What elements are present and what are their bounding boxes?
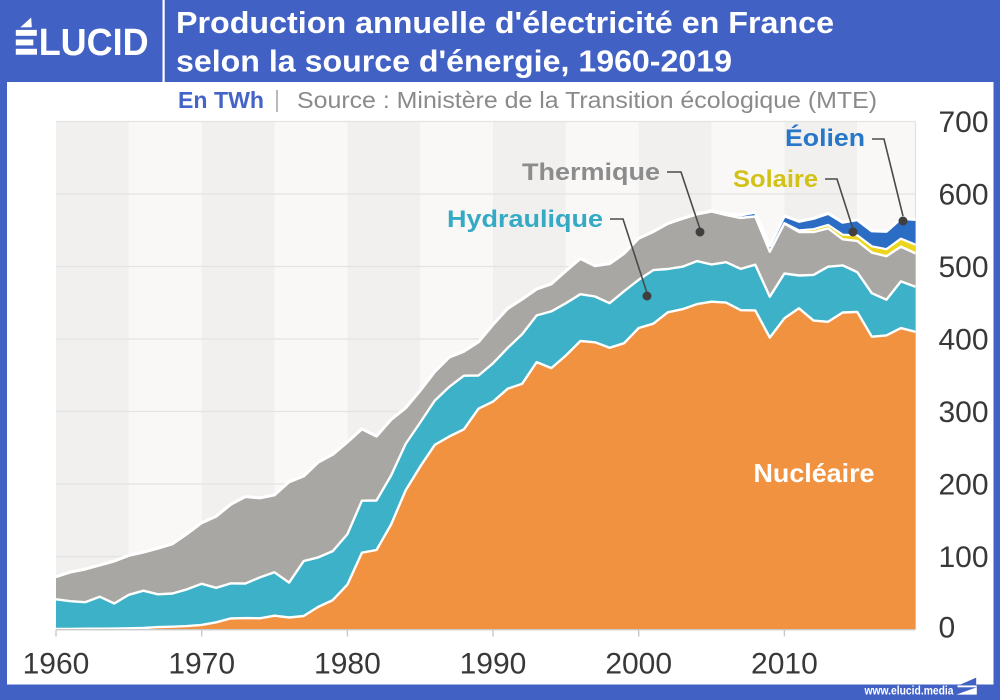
svg-text:Hydraulique: Hydraulique	[447, 206, 603, 233]
svg-text:Éolien: Éolien	[785, 124, 865, 152]
svg-text:Nucléaire: Nucléaire	[754, 458, 875, 488]
svg-text:600: 600	[939, 178, 989, 211]
svg-text:Production annuelle d'électric: Production annuelle d'électricité en Fra…	[176, 5, 834, 40]
svg-text:200: 200	[939, 468, 989, 501]
svg-text:1970: 1970	[168, 648, 235, 681]
svg-text:En TWh: En TWh	[178, 87, 264, 113]
svg-text:LUCID: LUCID	[39, 22, 149, 64]
svg-text:Thermique: Thermique	[522, 159, 660, 186]
svg-text:2000: 2000	[605, 648, 672, 681]
svg-text:selon la source d'énergie, 196: selon la source d'énergie, 1960-2019	[176, 44, 732, 79]
svg-text:400: 400	[939, 323, 989, 356]
svg-text:www.elucid.media: www.elucid.media	[864, 685, 954, 697]
svg-text:Solaire: Solaire	[733, 166, 818, 193]
svg-text:1980: 1980	[314, 648, 381, 681]
svg-text:500: 500	[939, 251, 989, 284]
svg-text:100: 100	[939, 541, 989, 574]
svg-text:|: |	[274, 86, 280, 112]
svg-text:Source : Ministère de la Trans: Source : Ministère de la Transition écol…	[297, 87, 877, 113]
svg-text:1960: 1960	[23, 648, 90, 681]
svg-text:1990: 1990	[460, 648, 527, 681]
svg-text:2010: 2010	[751, 648, 818, 681]
svg-text:0: 0	[939, 611, 956, 644]
svg-text:300: 300	[939, 396, 989, 429]
svg-text:700: 700	[939, 106, 989, 139]
